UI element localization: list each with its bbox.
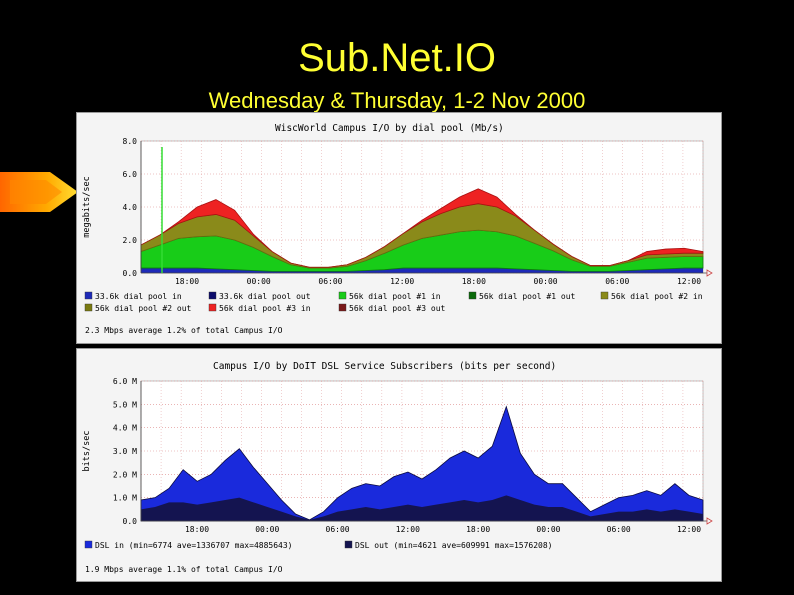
chart-footer: 1.9 Mbps average 1.1% of total Campus I/… xyxy=(85,565,283,574)
dsl-chart: Campus I/O by DoIT DSL Service Subscribe… xyxy=(82,361,713,574)
legend-swatch xyxy=(600,291,609,300)
slide-title: Sub.Net.IO xyxy=(298,36,496,80)
x-tick-label: 00:00 xyxy=(534,277,558,286)
x-tick-label: 06:00 xyxy=(605,277,629,286)
series-area-2 xyxy=(141,495,703,521)
x-tick-label: 12:00 xyxy=(390,277,414,286)
y-tick-label: 2.0 xyxy=(123,236,138,245)
x-tick-label: 00:00 xyxy=(536,525,560,534)
legend-swatch xyxy=(344,540,353,549)
x-axis-arrow-icon xyxy=(706,269,713,277)
x-tick-label: 00:00 xyxy=(255,525,279,534)
y-axis-label: megabits/sec xyxy=(82,176,92,237)
chart-title: Campus I/O by DoIT DSL Service Subscribe… xyxy=(213,361,556,372)
legend-label: 33.6k dial pool out xyxy=(219,292,311,301)
series-area-4 xyxy=(140,188,704,268)
x-axis-arrow-icon xyxy=(706,517,713,525)
slide-subtitle: Wednesday & Thursday, 1-2 Nov 2000 xyxy=(208,88,586,113)
legend-swatch xyxy=(338,303,347,312)
legend-label: 33.6k dial pool in xyxy=(95,292,182,301)
x-tick-label: 06:00 xyxy=(326,525,350,534)
x-tick-label: 12:00 xyxy=(396,525,420,534)
y-tick-label: 0.0 xyxy=(123,517,138,526)
y-tick-label: 4.0 M xyxy=(113,424,137,433)
legend-swatch xyxy=(208,303,217,312)
legend-label: DSL out (min=4621 ave=609991 max=1576208… xyxy=(355,541,552,550)
series-area-1 xyxy=(141,268,703,273)
legend-label: 56k dial pool #1 out xyxy=(479,292,576,301)
dsl-chart-panel: Campus I/O by DoIT DSL Service Subscribe… xyxy=(76,348,722,582)
y-tick-label: 6.0 M xyxy=(113,377,137,386)
chart-title: WiscWorld Campus I/O by dial pool (Mb/s) xyxy=(275,123,504,134)
legend-label: 56k dial pool #2 in xyxy=(611,292,703,301)
x-tick-label: 12:00 xyxy=(677,525,701,534)
dial-pool-chart-panel: WiscWorld Campus I/O by dial pool (Mb/s)… xyxy=(76,112,722,344)
legend-label: DSL in (min=6774 ave=1336707 max=4885643… xyxy=(95,541,292,550)
x-tick-label: 18:00 xyxy=(185,525,209,534)
dial-pool-chart: WiscWorld Campus I/O by dial pool (Mb/s)… xyxy=(82,123,713,335)
x-tick-label: 00:00 xyxy=(247,277,271,286)
chart-footer: 2.3 Mbps average 1.2% of total Campus I/… xyxy=(85,326,283,335)
y-tick-label: 8.0 xyxy=(123,137,138,146)
x-tick-label: 12:00 xyxy=(677,277,701,286)
legend-swatch xyxy=(208,291,217,300)
legend-label: 56k dial pool #3 out xyxy=(349,304,446,313)
y-tick-label: 6.0 xyxy=(123,170,138,179)
y-tick-label: 4.0 xyxy=(123,203,138,212)
x-tick-label: 06:00 xyxy=(607,525,631,534)
x-tick-label: 18:00 xyxy=(175,277,199,286)
legend-swatch xyxy=(84,291,93,300)
legend-swatch xyxy=(468,291,477,300)
legend-label: 56k dial pool #2 out xyxy=(95,304,192,313)
legend-swatch xyxy=(84,303,93,312)
y-tick-label: 0.0 xyxy=(123,269,138,278)
legend-swatch xyxy=(84,540,93,549)
y-tick-label: 3.0 M xyxy=(113,447,137,456)
y-tick-label: 5.0 M xyxy=(113,400,137,409)
legend-label: 56k dial pool #3 in xyxy=(219,304,311,313)
legend-swatch xyxy=(338,291,347,300)
y-tick-label: 2.0 M xyxy=(113,470,137,479)
y-tick-label: 1.0 M xyxy=(113,494,137,503)
x-tick-label: 06:00 xyxy=(318,277,342,286)
legend-label: 56k dial pool #1 in xyxy=(349,292,441,301)
x-tick-label: 18:00 xyxy=(462,277,486,286)
x-tick-label: 18:00 xyxy=(466,525,490,534)
y-axis-label: bits/sec xyxy=(82,431,92,472)
arrow-decoration-icon xyxy=(0,172,78,212)
